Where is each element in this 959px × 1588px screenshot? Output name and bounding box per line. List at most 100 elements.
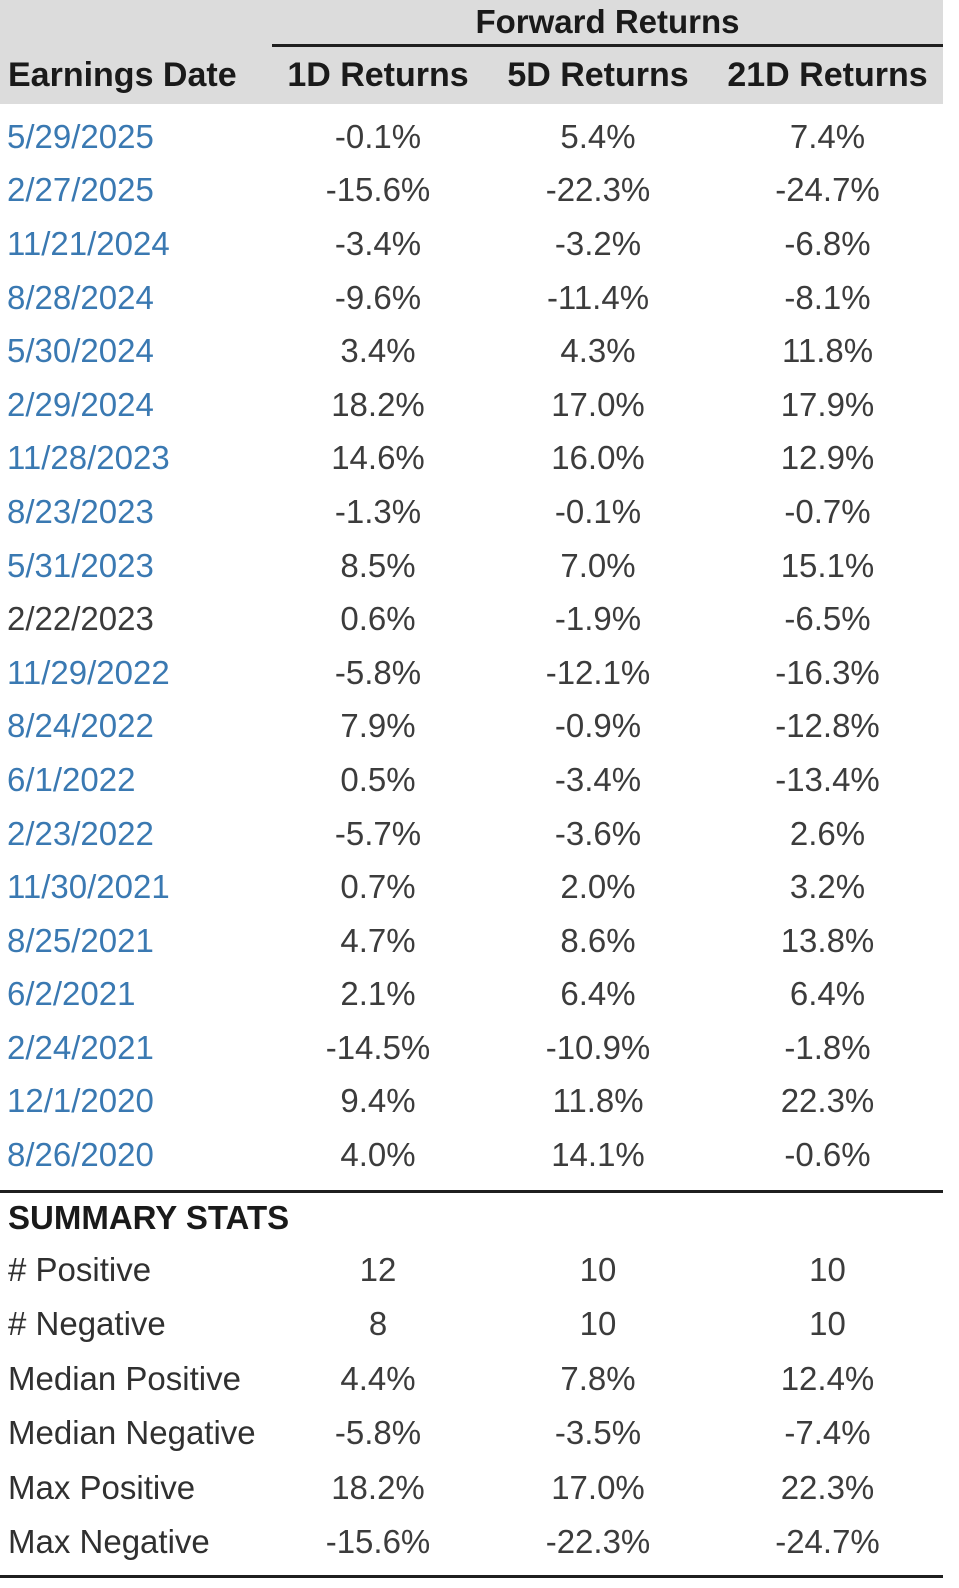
summary-stats-title: SUMMARY STATS bbox=[8, 1198, 290, 1236]
summary-stat-label: # Negative bbox=[8, 1305, 166, 1343]
table-row: 2/27/2025 -15.6% -22.3% -24.7% bbox=[0, 164, 943, 218]
table-row: 8/28/2024 -9.6% -11.4% -8.1% bbox=[0, 271, 943, 325]
return-21d-value: 22.3% bbox=[780, 1082, 875, 1120]
table-row: 8/24/2022 7.9% -0.9% -12.8% bbox=[0, 700, 943, 754]
header-corner-cell bbox=[0, 0, 272, 47]
return-1d-value: -1.3% bbox=[334, 492, 422, 530]
return-5d-value: 17.0% bbox=[551, 385, 645, 423]
summary-5d-value: -22.3% bbox=[545, 1523, 651, 1561]
earnings-date-link[interactable]: 12/1/2020 bbox=[7, 1082, 154, 1120]
return-1d-value: 4.7% bbox=[340, 921, 416, 959]
earnings-date-link[interactable]: 8/24/2022 bbox=[7, 707, 154, 745]
summary-row: Max Negative -15.6% -22.3% -24.7% bbox=[0, 1515, 943, 1569]
earnings-date-link[interactable]: 8/28/2024 bbox=[7, 278, 154, 316]
summary-divider-rule bbox=[0, 1189, 943, 1193]
return-1d-value: 0.6% bbox=[340, 600, 416, 638]
return-5d-value: -11.4% bbox=[546, 278, 650, 316]
summary-1d-value: 4.4% bbox=[340, 1359, 416, 1397]
return-21d-value: -24.7% bbox=[775, 171, 880, 209]
summary-21d-value: 10 bbox=[809, 1305, 846, 1343]
return-5d-value: 8.6% bbox=[560, 921, 636, 959]
return-5d-value: -0.9% bbox=[554, 707, 642, 745]
table-row: 5/29/2025 -0.1% 5.4% 7.4% bbox=[0, 110, 943, 164]
return-21d-value: -0.7% bbox=[784, 492, 871, 530]
return-1d-value: -0.1% bbox=[334, 117, 422, 155]
return-21d-value: 7.4% bbox=[789, 117, 866, 155]
summary-5d-value: 17.0% bbox=[551, 1468, 645, 1506]
return-1d-value: 8.5% bbox=[340, 546, 416, 584]
earnings-date-link[interactable]: 2/27/2025 bbox=[7, 171, 154, 209]
earnings-date-link[interactable]: 11/30/2021 bbox=[7, 868, 170, 906]
return-21d-value: -1.8% bbox=[784, 1028, 871, 1066]
return-1d-value: 0.5% bbox=[340, 760, 416, 798]
earnings-date-link[interactable]: 5/31/2023 bbox=[7, 546, 154, 584]
summary-1d-value: 12 bbox=[359, 1251, 397, 1289]
summary-21d-value: -24.7% bbox=[775, 1523, 880, 1561]
earnings-date-link[interactable]: 6/2/2021 bbox=[7, 975, 136, 1013]
return-21d-value: 17.9% bbox=[780, 385, 875, 423]
group-header-row: Forward Returns bbox=[0, 0, 943, 47]
table-row: 8/26/2020 4.0% 14.1% -0.6% bbox=[0, 1128, 943, 1182]
table-row: 11/28/2023 14.6% 16.0% 12.9% bbox=[0, 432, 943, 486]
summary-1d-value: -5.8% bbox=[334, 1414, 422, 1452]
return-1d-value: -3.4% bbox=[334, 224, 422, 262]
table-header: Forward Returns Earnings Date 1D Returns… bbox=[0, 0, 943, 104]
summary-stat-label: Max Negative bbox=[8, 1523, 210, 1561]
return-5d-value: 2.0% bbox=[560, 868, 636, 906]
col-header-1d-returns: 1D Returns bbox=[287, 56, 469, 94]
return-21d-value: 6.4% bbox=[789, 975, 866, 1013]
return-5d-value: -12.1% bbox=[545, 653, 651, 691]
earnings-date-link[interactable]: 2/24/2021 bbox=[7, 1028, 154, 1066]
summary-row: Median Negative -5.8% -3.5% -7.4% bbox=[0, 1406, 943, 1460]
return-1d-value: -9.6% bbox=[334, 278, 422, 316]
return-5d-value: -0.1% bbox=[554, 492, 642, 530]
return-1d-value: -15.6% bbox=[325, 171, 431, 209]
return-5d-value: -1.9% bbox=[554, 600, 642, 638]
return-21d-value: -8.1% bbox=[784, 278, 871, 316]
summary-row: Max Positive 18.2% 17.0% 22.3% bbox=[0, 1460, 943, 1514]
return-21d-value: 11.8% bbox=[781, 332, 874, 370]
return-5d-value: 5.4% bbox=[560, 117, 636, 155]
earnings-date-link[interactable]: 6/1/2022 bbox=[7, 760, 136, 798]
return-21d-value: 13.8% bbox=[780, 921, 875, 959]
return-5d-value: 11.8% bbox=[552, 1082, 644, 1120]
summary-5d-value: 10 bbox=[579, 1251, 617, 1289]
return-21d-value: -6.8% bbox=[784, 224, 871, 262]
return-5d-value: -3.6% bbox=[554, 814, 642, 852]
return-21d-value: -0.6% bbox=[784, 1136, 871, 1174]
summary-21d-value: 10 bbox=[809, 1251, 846, 1289]
table-row: 2/24/2021 -14.5% -10.9% -1.8% bbox=[0, 1021, 943, 1075]
summary-21d-value: -7.4% bbox=[784, 1414, 871, 1452]
earnings-date-link[interactable]: 11/29/2022 bbox=[7, 653, 170, 691]
earnings-date-link[interactable]: 11/21/2024 bbox=[7, 224, 170, 262]
return-1d-value: 9.4% bbox=[340, 1082, 416, 1120]
earnings-date-link[interactable]: 2/29/2024 bbox=[7, 385, 154, 423]
col-header-earnings-date: Earnings Date bbox=[8, 56, 237, 94]
summary-row: # Positive 12 10 10 bbox=[0, 1243, 943, 1297]
earnings-date-link[interactable]: 8/25/2021 bbox=[7, 921, 154, 959]
table-row: 11/29/2022 -5.8% -12.1% -16.3% bbox=[0, 646, 943, 700]
table-row: 8/25/2021 4.7% 8.6% 13.8% bbox=[0, 914, 943, 968]
summary-5d-value: 10 bbox=[579, 1305, 617, 1343]
return-21d-value: -6.5% bbox=[784, 600, 871, 638]
return-1d-value: -14.5% bbox=[325, 1028, 431, 1066]
summary-stat-label: Median Negative bbox=[8, 1414, 256, 1452]
earnings-returns-table: Forward Returns Earnings Date 1D Returns… bbox=[0, 0, 943, 1579]
forward-returns-group-header: Forward Returns bbox=[272, 0, 943, 47]
return-1d-value: 7.9% bbox=[340, 707, 416, 745]
earnings-date-link[interactable]: 8/23/2023 bbox=[7, 492, 154, 530]
return-1d-value: 14.6% bbox=[331, 439, 425, 477]
table-row: 6/1/2022 0.5% -3.4% -13.4% bbox=[0, 753, 943, 807]
summary-1d-value: -15.6% bbox=[325, 1523, 431, 1561]
bottom-rule bbox=[0, 1575, 943, 1579]
earnings-date-link[interactable]: 5/30/2024 bbox=[7, 332, 154, 370]
return-21d-value: -12.8% bbox=[775, 707, 880, 745]
earnings-date-text: 2/22/2023 bbox=[7, 600, 154, 638]
earnings-date-link[interactable]: 11/28/2023 bbox=[7, 439, 170, 477]
earnings-date-link[interactable]: 5/29/2025 bbox=[7, 117, 154, 155]
earnings-date-link[interactable]: 2/23/2022 bbox=[7, 814, 154, 852]
earnings-date-link[interactable]: 8/26/2020 bbox=[7, 1136, 154, 1174]
table-row: 11/30/2021 0.7% 2.0% 3.2% bbox=[0, 860, 943, 914]
return-5d-value: -10.9% bbox=[545, 1028, 651, 1066]
table-row: 2/23/2022 -5.7% -3.6% 2.6% bbox=[0, 807, 943, 861]
